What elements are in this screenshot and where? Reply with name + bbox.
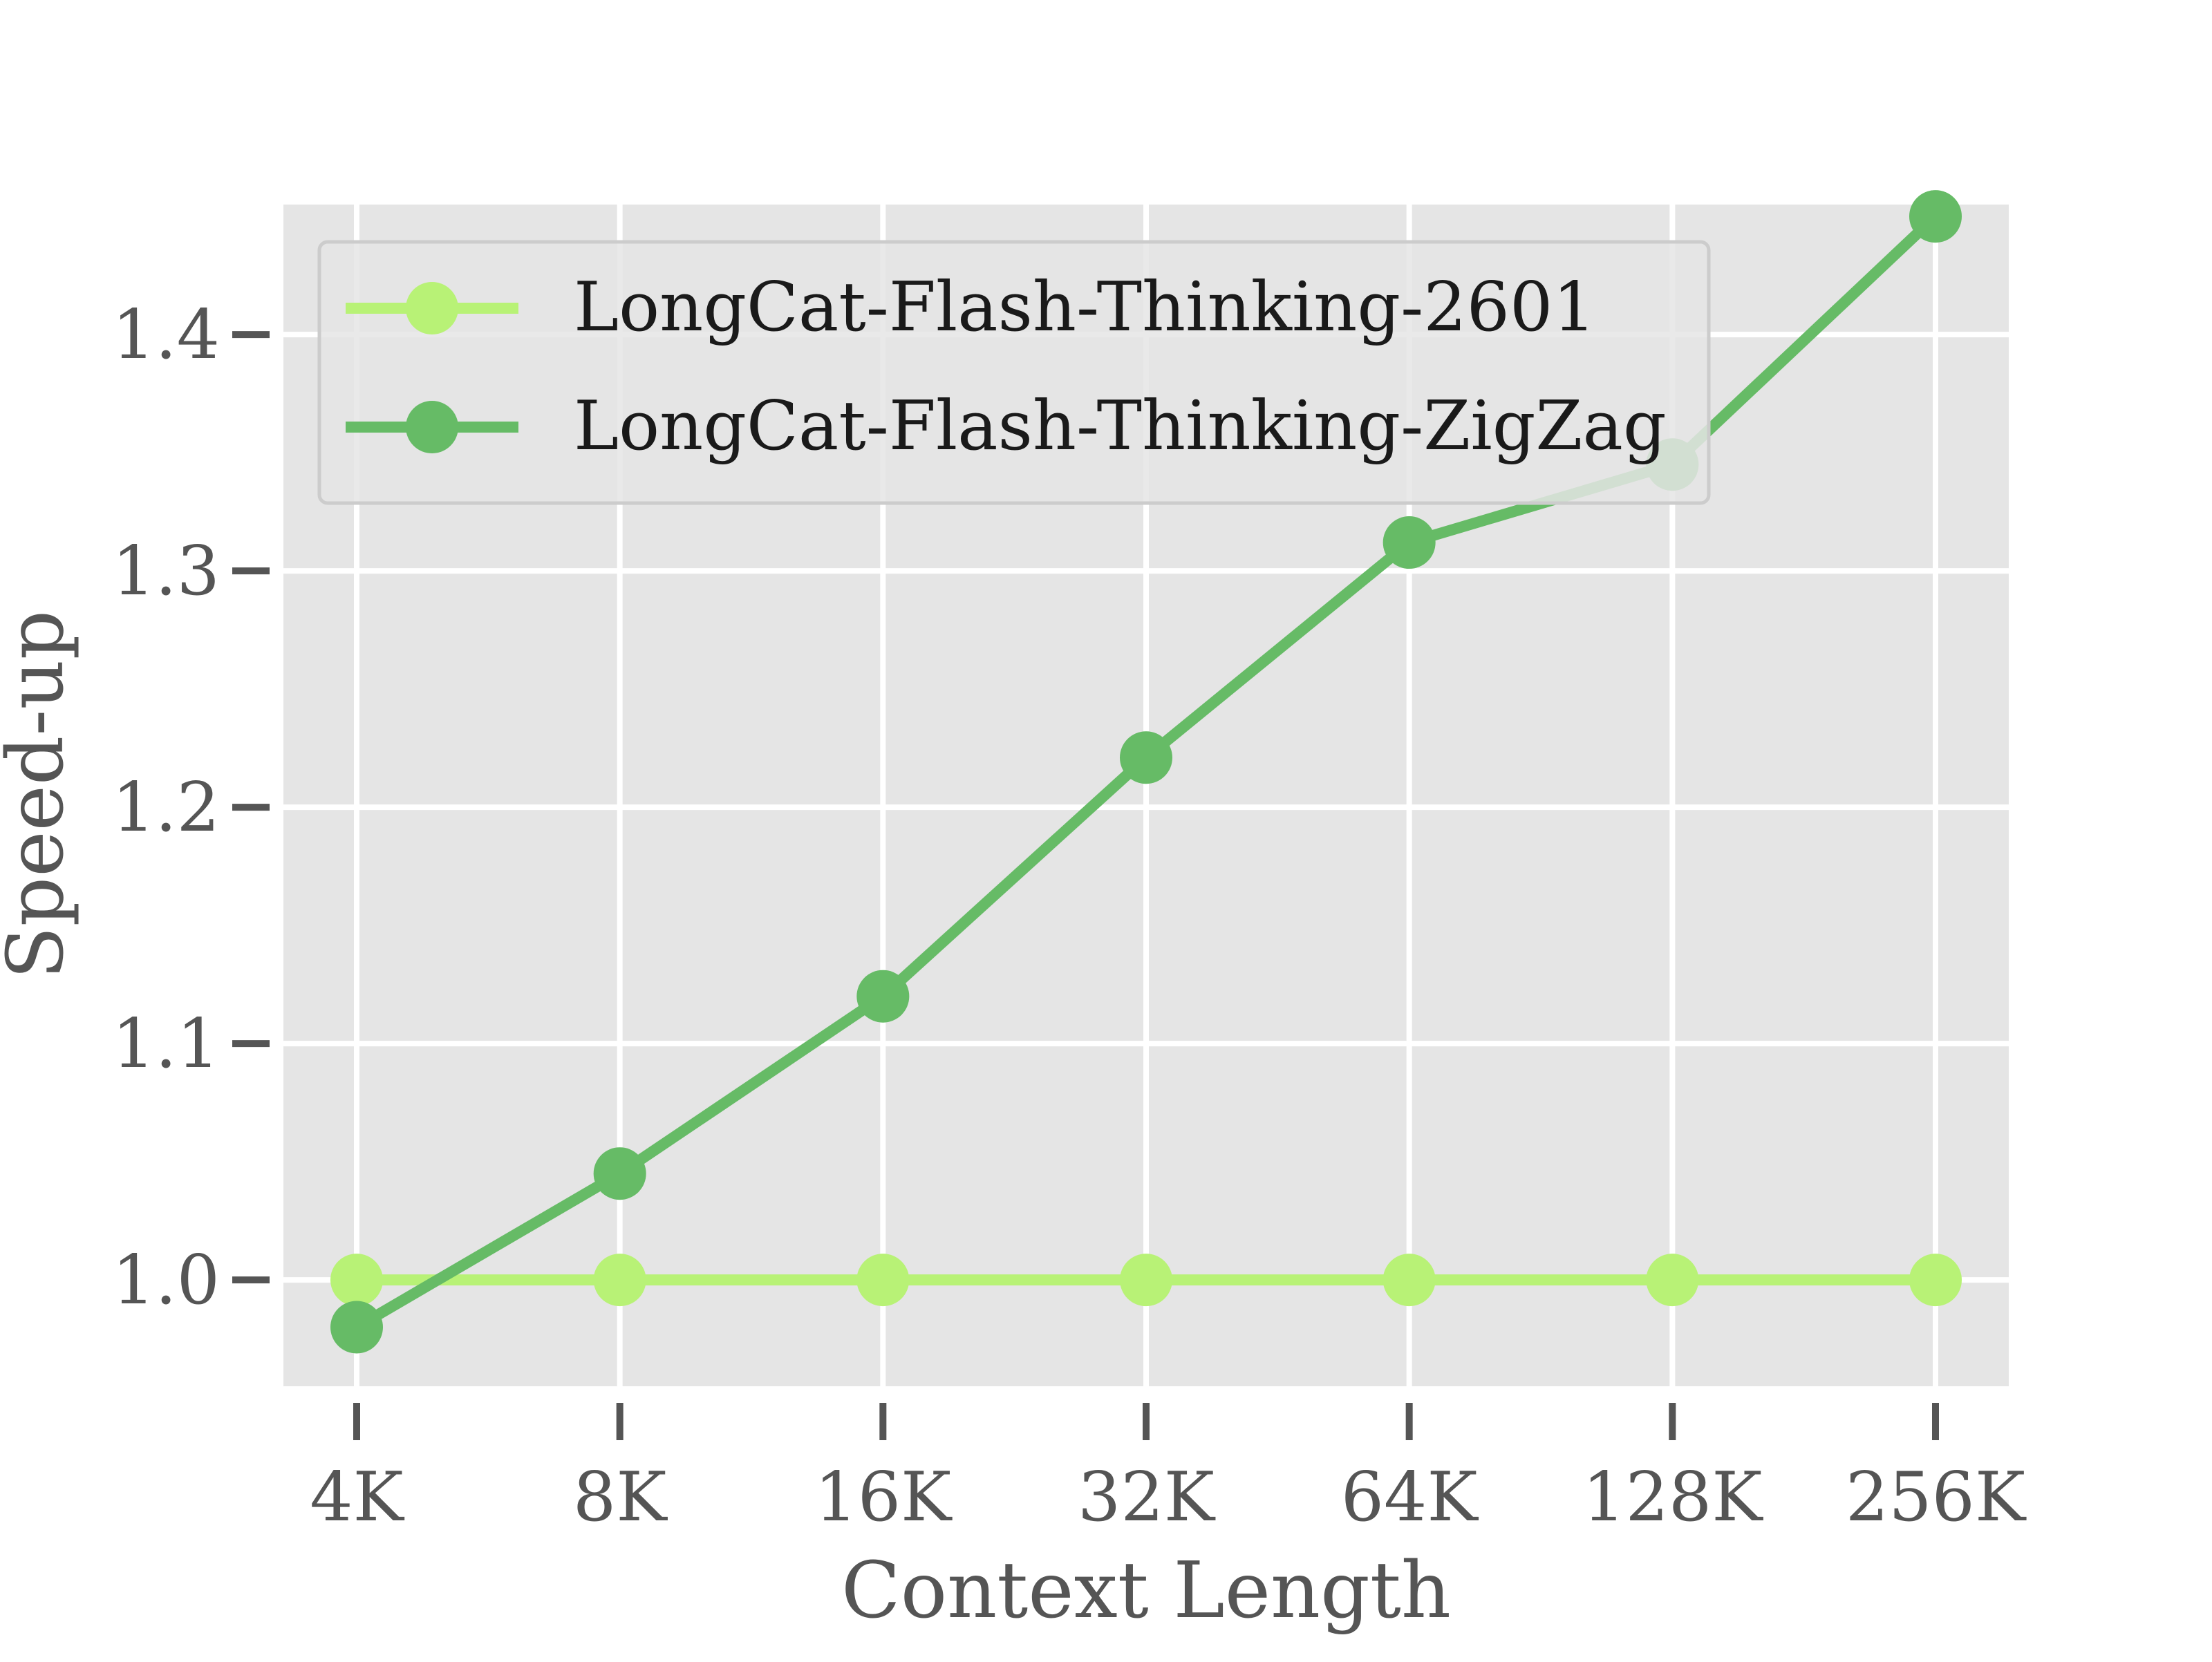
series-1-point-256K [1909,190,1962,243]
legend-box [317,240,1711,505]
legend-label-2601: LongCat-Flash-Thinking-2601 [574,268,1596,347]
legend-label-zigzag: LongCat-Flash-Thinking-ZigZag [574,387,1667,466]
x-tick-label-8K: 8K [573,1458,668,1537]
legend-marker-2601 [406,282,458,334]
x-tick-label-64K: 64K [1341,1458,1479,1537]
series-0-point-32K [1120,1254,1172,1307]
x-axis-label: Context Length [841,1546,1451,1636]
y-tick-label-1.0: 1.0 [112,1241,220,1320]
series-1-point-32K [1120,731,1172,784]
series-0-point-8K [593,1254,646,1307]
y-tick-label-1.4: 1.4 [112,296,220,375]
axis-ticks: 4K 8K 16K 32K 64K 128K 256K 1.0 1.1 1.2 1.3 1.4 [112,296,2027,1537]
series-0-point-4K [330,1254,383,1307]
x-tick-label-32K: 32K [1078,1458,1216,1537]
legend-marker-zigzag [406,401,458,453]
series-0-point-64K [1382,1254,1436,1307]
x-tick-label-256K: 256K [1846,1458,2027,1537]
series-0-point-256K [1909,1254,1962,1307]
y-axis-label: Speed-up [0,610,81,979]
series-0-point-16K [856,1254,910,1307]
series-0-point-128K [1646,1254,1699,1307]
legend: LongCat-Flash-Thinking-2601 LongCat-Flas… [317,240,1711,505]
y-tick-label-1.3: 1.3 [112,532,220,611]
series-1-point-8K [593,1147,646,1200]
series-1-point-64K [1382,516,1436,569]
y-tick-label-1.1: 1.1 [112,1005,220,1084]
series-1-point-16K [856,970,910,1023]
series-1-point-4K [330,1301,383,1354]
y-tick-label-1.2: 1.2 [112,768,220,847]
x-tick-label-4K: 4K [310,1458,404,1537]
x-tick-label-128K: 128K [1582,1458,1763,1537]
x-tick-label-16K: 16K [814,1458,953,1537]
